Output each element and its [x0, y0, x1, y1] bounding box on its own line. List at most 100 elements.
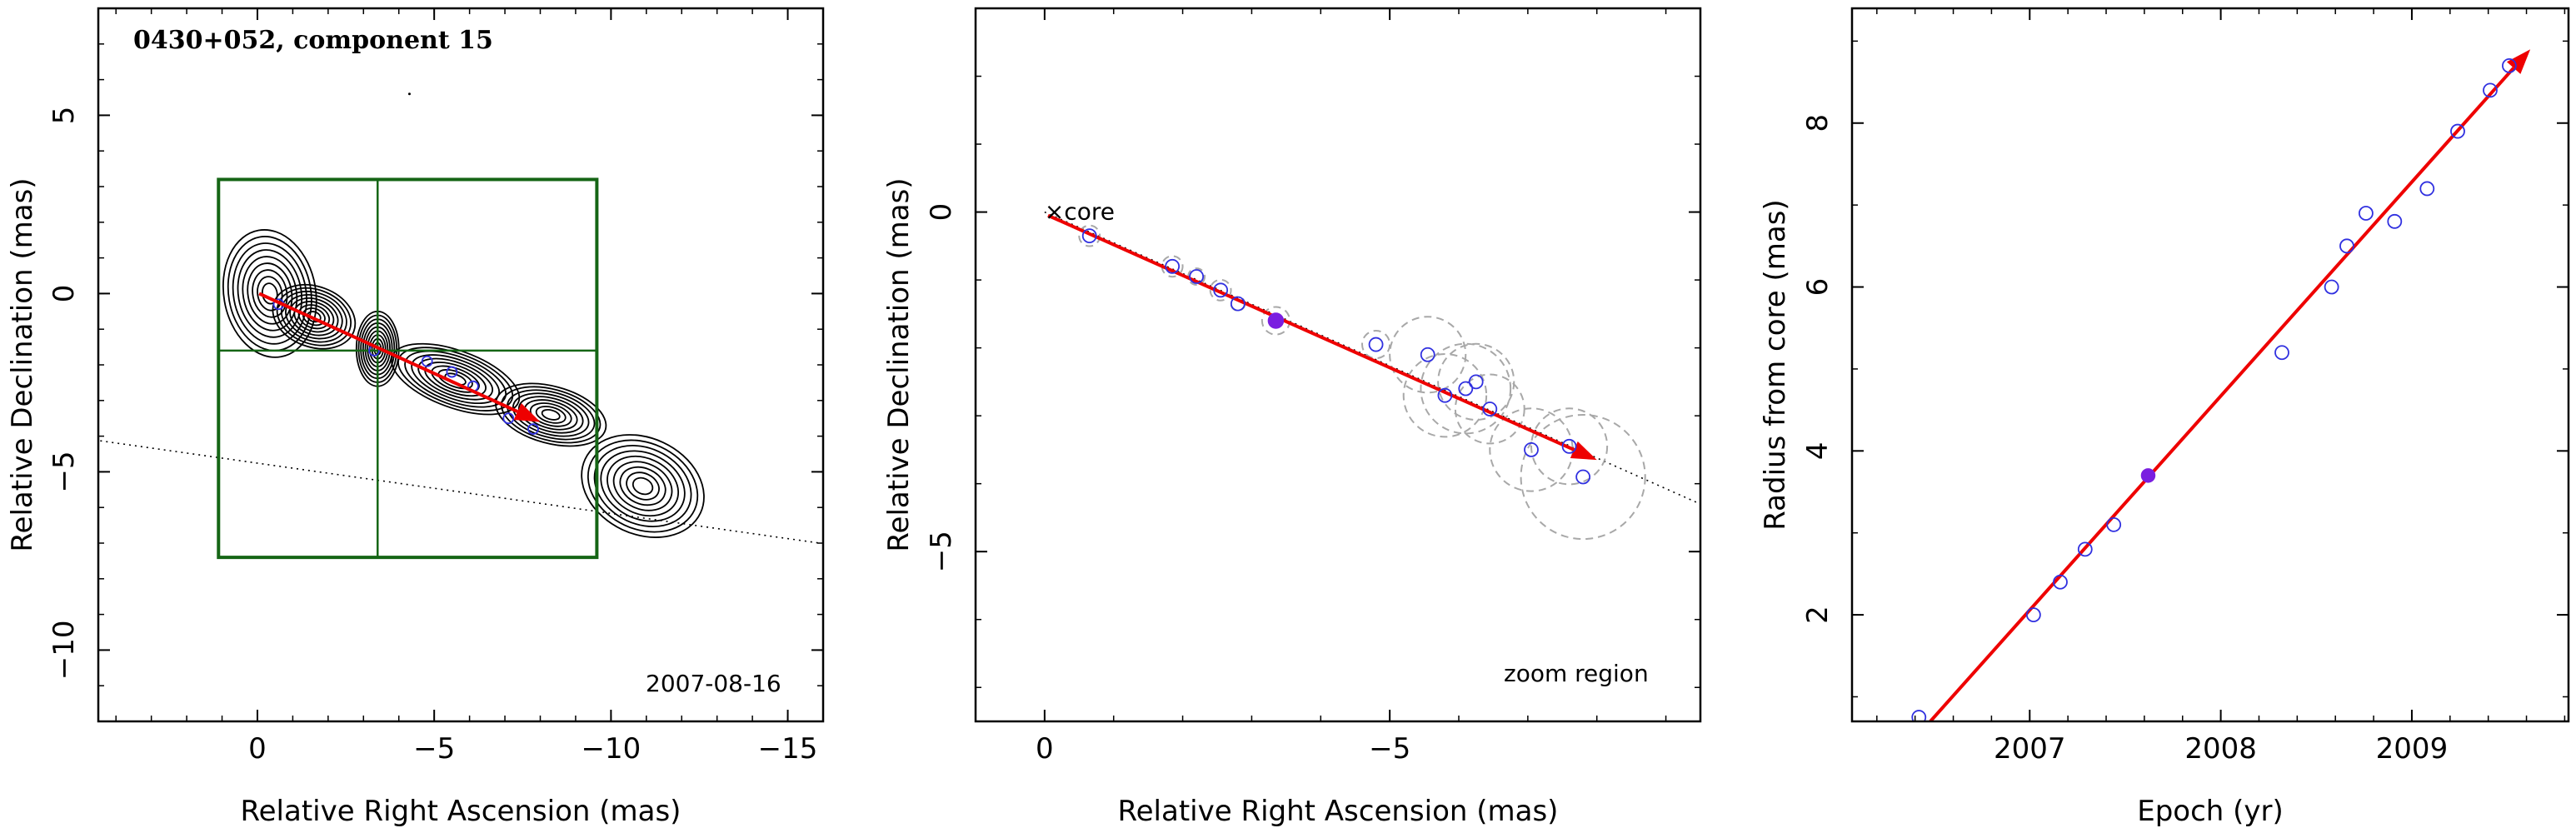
- radius-point: [2025, 607, 2041, 622]
- radius-point: [2387, 213, 2403, 229]
- contour-line: [517, 396, 584, 434]
- radius-x-axis-label: Epoch (yr): [2137, 795, 2284, 828]
- component-position-point: [527, 423, 539, 435]
- component-position-point: [446, 366, 458, 378]
- x-tick-label: 0: [248, 732, 267, 766]
- error-circle-highlight: [1261, 306, 1291, 336]
- contour-line: [247, 262, 293, 325]
- radius-point: [2274, 345, 2289, 361]
- y-tick-label: 4: [1801, 441, 1835, 460]
- observation-date-label: 2007-08-16: [646, 670, 781, 697]
- motion-arrow-shaft: [258, 292, 519, 413]
- component-position-point: [1230, 296, 1246, 312]
- x-tick-label: −5: [413, 732, 455, 766]
- y-tick-label: 2: [1801, 606, 1835, 624]
- contour-plot-area: [98, 92, 820, 560]
- zoom-axis-ticks: 0 −5 0 −5: [925, 7, 1700, 766]
- contour-line: [252, 269, 288, 318]
- error-circle: [1530, 407, 1609, 486]
- y-tick-label: 0: [925, 203, 958, 222]
- contour-line: [437, 368, 473, 390]
- y-tick-label: 0: [47, 285, 81, 303]
- error-circle: [1389, 316, 1467, 394]
- contour-line: [612, 461, 673, 511]
- zoom-region-label: zoom region: [1504, 660, 1649, 687]
- x-tick-label: 0: [1036, 732, 1054, 766]
- contour-line: [626, 471, 660, 501]
- y-tick-label: −5: [47, 451, 81, 492]
- component-position-point: [1468, 374, 1484, 390]
- component-position-point: [1189, 269, 1205, 284]
- x-tick-label: 2009: [2376, 732, 2449, 766]
- component-position-point: [1575, 469, 1591, 485]
- radius-point: [2324, 279, 2339, 295]
- radius-point: [2359, 206, 2374, 221]
- motion-arrow-head: [513, 403, 541, 422]
- x-tick-label: −10: [581, 732, 641, 766]
- highlighted-epoch-point: [1267, 312, 1285, 329]
- contour-line: [529, 402, 572, 427]
- contour-line: [632, 476, 654, 496]
- radius-epoch-frame: [1850, 7, 2570, 723]
- radius-epoch-panel: 2007 2008 2009 2 4 6 8 Epoch (yr) Radius from …: [1759, 7, 2570, 828]
- contour-y-axis-label: Relative Declination (mas): [6, 177, 39, 551]
- component-position-point: [1437, 387, 1453, 403]
- contour-line: [607, 455, 680, 517]
- radius-point: [2077, 541, 2093, 557]
- y-tick-label: −5: [925, 531, 958, 572]
- zoom-region-frame: [974, 7, 1702, 723]
- component-position-point: [1458, 381, 1474, 397]
- contour-line: [535, 406, 567, 424]
- contour-line: [512, 392, 590, 437]
- error-circle: [1437, 342, 1515, 421]
- component-position-point: [1368, 337, 1384, 352]
- contour-line: [431, 365, 480, 393]
- component-position-point: [1081, 228, 1097, 244]
- contour-line: [397, 347, 514, 412]
- radius-y-axis-label: Radius from core (mas): [1759, 199, 1792, 530]
- contour-line: [507, 389, 596, 441]
- component-position-point: [502, 412, 515, 425]
- contour-line: [541, 409, 561, 421]
- contour-line: [232, 242, 307, 345]
- component-position-point: [421, 355, 433, 367]
- radius-point: [2419, 181, 2435, 197]
- component-position-point: [1482, 402, 1498, 416]
- contour-line: [587, 439, 699, 533]
- highlighted-epoch-point: [2140, 468, 2156, 483]
- zoom-plot-area: ×core: [1044, 198, 1700, 541]
- component-position-point: [1420, 347, 1435, 362]
- error-circle: [1078, 224, 1101, 247]
- radius-point: [2106, 516, 2122, 532]
- core-label: ×core: [1045, 198, 1115, 226]
- contour-map-title: 0430+052, component 15: [133, 26, 493, 55]
- y-tick-label: −10: [47, 621, 81, 681]
- x-tick-label: 2008: [2184, 732, 2257, 766]
- y-tick-label: 6: [1801, 278, 1835, 297]
- component-position-point: [1165, 258, 1181, 274]
- radius-axis-ticks: 2007 2008 2009 2 4 6 8: [1801, 8, 2569, 766]
- contour-line: [581, 434, 705, 538]
- contour-map-frame: [97, 7, 825, 723]
- contour-line: [600, 450, 686, 522]
- radius-plot-area: [1911, 49, 2531, 721]
- radius-point: [2502, 57, 2517, 73]
- contour-line: [593, 445, 692, 528]
- zoom-y-axis-label: Relative Declination (mas): [882, 177, 916, 551]
- motion-arrow-head: [1570, 441, 1597, 461]
- component-position-point: [1524, 442, 1539, 457]
- trajectory-dotted-line: [98, 440, 820, 544]
- contour-line: [501, 386, 602, 444]
- fit-arrow-head: [2506, 49, 2531, 74]
- zoom-box: [217, 177, 599, 560]
- y-tick-label: 5: [47, 107, 81, 125]
- y-tick-label: 8: [1801, 114, 1835, 132]
- x-tick-label: −15: [758, 732, 818, 766]
- error-circle: [1209, 278, 1232, 302]
- error-circle: [1420, 342, 1512, 435]
- radius-point: [2450, 123, 2465, 139]
- contour-line: [619, 466, 666, 506]
- component-position-point: [1561, 438, 1577, 454]
